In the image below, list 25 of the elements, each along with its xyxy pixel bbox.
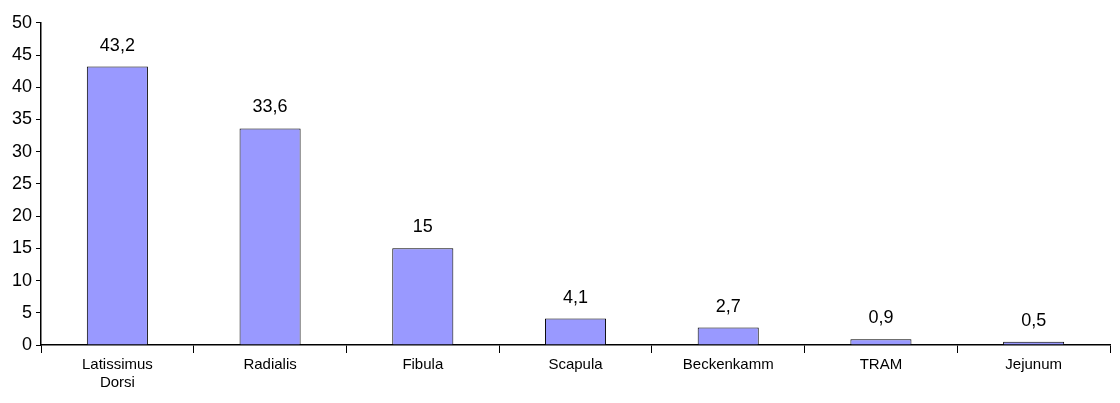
y-tick-label: 35 — [11, 108, 33, 129]
x-tick-label: Radialis — [243, 355, 297, 373]
y-tick-label: 20 — [11, 205, 33, 226]
y-tick-label: 0 — [22, 333, 33, 354]
y-tick-label: 30 — [11, 140, 33, 161]
y-tick-label: 15 — [11, 237, 33, 258]
x-tick-label: Beckenkamm — [682, 355, 774, 373]
x-tick-label: Fibula — [402, 355, 444, 373]
data-label: 0,5 — [1021, 309, 1047, 330]
y-tick-label: 10 — [11, 269, 33, 290]
x-tick-label: TRAM — [859, 355, 903, 373]
data-label: 4,1 — [563, 286, 589, 307]
y-tick-label: 50 — [11, 11, 33, 32]
y-tick-label: 45 — [11, 43, 33, 64]
data-label: 15 — [412, 216, 433, 237]
data-label: 43,2 — [99, 34, 135, 55]
data-label: 33,6 — [252, 96, 288, 117]
y-tick-label: 5 — [22, 301, 33, 322]
x-tick-label: Jejunum — [1005, 355, 1062, 373]
y-tick-label: 25 — [11, 172, 33, 193]
x-tick-label: Latissimus Dorsi — [81, 355, 153, 391]
data-label: 2,7 — [715, 295, 741, 316]
data-label: 0,9 — [868, 307, 894, 328]
y-tick-label: 40 — [11, 76, 33, 97]
x-tick-label: Scapula — [548, 355, 604, 373]
